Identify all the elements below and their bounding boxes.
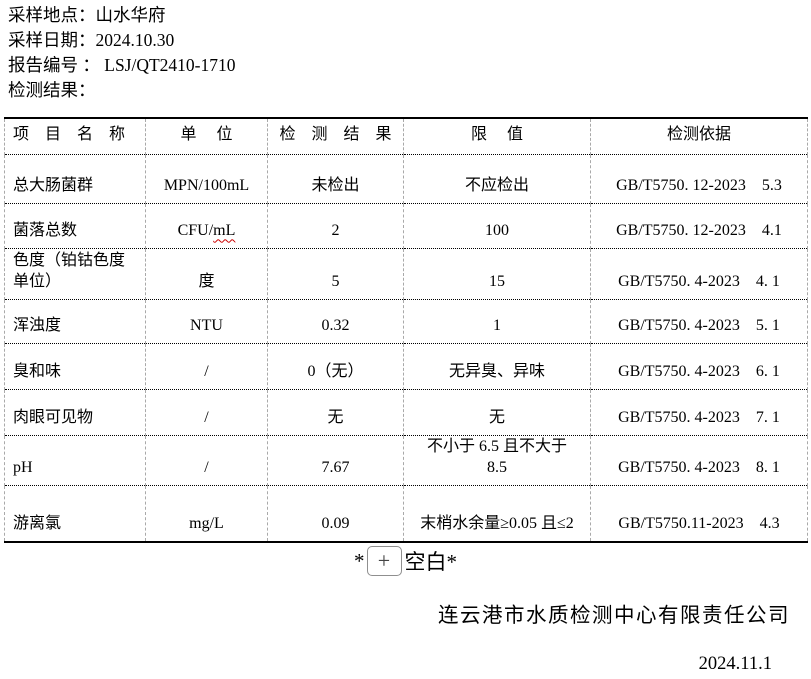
col-header-unit: 单 位 [145,118,268,155]
cell-limit: 无异臭、异味 [403,343,591,390]
cell-result: 5 [267,248,404,300]
cell-unit: NTU [145,299,268,344]
cell-basis: GB/T5750. 12-2023 4.1 [590,203,808,249]
cell-result: 7.67 [267,435,404,486]
table-row-total-coliforms: 总大肠菌群 MPN/100mL 未检出 不应检出 GB/T5750. 12-20… [4,154,808,204]
blank-note-line: * + 空白* [0,545,811,577]
cell-unit: 度 [145,248,268,300]
table-row-odor-taste: 臭和味 / 0（无） 无异臭、异味 GB/T5750. 4-2023 6. 1 [4,343,808,390]
cell-unit: / [145,343,268,390]
cell-item-name: 色度（铂钴色度 单位） [4,248,146,300]
cell-limit: 不小于 6.5 且不大于 8.5 [403,435,591,486]
plus-icon: + [377,548,391,573]
cell-basis: GB/T5750. 4-2023 5. 1 [590,299,808,344]
cell-limit: 末梢水余量≥0.05 且≤2 [403,485,591,542]
cell-basis: GB/T5750. 4-2023 6. 1 [590,343,808,390]
unit-text: CFU/ [177,221,214,239]
cell-unit: / [145,435,268,486]
col-header-basis: 检测依据 [590,118,808,155]
cell-item-name: pH [4,435,146,486]
cell-result: 0（无） [267,343,404,390]
cell-item-name: 浑浊度 [4,299,146,344]
cell-unit: CFU/mL [145,203,268,249]
cell-limit: 1 [403,299,591,344]
col-header-result: 检 测 结 果 [267,118,404,155]
sampling-date-line: 采样日期：2024.10.30 [8,30,175,50]
cell-result: 无 [267,389,404,436]
report-number-line: 报告编号 ： LSJ/QT2410-1710 [8,55,236,75]
cell-item-name: 总大肠菌群 [4,154,146,204]
cell-result: 2 [267,203,404,249]
table-row-turbidity: 浑浊度 NTU 0.32 1 GB/T5750. 4-2023 5. 1 [4,299,808,344]
report-info-block: 采样地点：山水华府 采样日期：2024.10.30 报告编号 ： LSJ/QT2… [8,3,236,103]
cell-basis: GB/T5750. 4-2023 8. 1 [590,435,808,486]
asterisk-left: * [354,548,365,573]
col-header-item-name: 项 目 名 称 [4,118,146,155]
blank-label: 空白* [404,550,458,574]
results-label-line: 检测结果： [8,80,96,100]
insert-plus-button[interactable]: + [366,546,402,576]
table-row-chromaticity: 色度（铂钴色度 单位） 度 5 15 GB/T5750. 4-2023 4. 1 [4,248,808,300]
cell-limit: 无 [403,389,591,436]
cell-unit: MPN/100mL [145,154,268,204]
table-row-free-chlorine: 游离氯 mg/L 0.09 末梢水余量≥0.05 且≤2 GB/T5750.11… [4,485,808,542]
sampling-location-line: 采样地点：山水华府 [8,5,166,25]
cell-limit: 不应检出 [403,154,591,204]
cell-item-name: 游离氯 [4,485,146,542]
cell-limit: 15 [403,248,591,300]
cell-basis: GB/T5750.11-2023 4.3 [590,485,808,542]
cell-basis: GB/T5750. 4-2023 4. 1 [590,248,808,300]
table-row-ph: pH / 7.67 不小于 6.5 且不大于 8.5 GB/T5750. 4-2… [4,435,808,486]
cell-limit: 100 [403,203,591,249]
cell-item-name: 菌落总数 [4,203,146,249]
report-date: 2024.11.1 [698,654,772,674]
table-header-row: 项 目 名 称 单 位 检 测 结 果 限 值 检测依据 [4,118,808,155]
cell-basis: GB/T5750. 12-2023 5.3 [590,154,808,204]
cell-result: 未检出 [267,154,404,204]
table-row-colony-count: 菌落总数 CFU/mL 2 100 GB/T5750. 12-2023 4.1 [4,203,808,249]
cell-result: 0.32 [267,299,404,344]
results-table: 项 目 名 称 单 位 检 测 结 果 限 值 检测依据 总大肠菌群 MPN/1… [4,117,808,543]
col-header-limit: 限 值 [403,118,591,155]
table-row-visible-matter: 肉眼可见物 / 无 无 GB/T5750. 4-2023 7. 1 [4,389,808,436]
cell-item-name: 肉眼可见物 [4,389,146,436]
unit-text-spellcheck-underline: mL [213,221,236,239]
cell-unit: / [145,389,268,436]
cell-unit: mg/L [145,485,268,542]
company-name: 连云港市水质检测中心有限责任公司 [438,605,790,627]
cell-result: 0.09 [267,485,404,542]
cell-basis: GB/T5750. 4-2023 7. 1 [590,389,808,436]
cell-item-name: 臭和味 [4,343,146,390]
